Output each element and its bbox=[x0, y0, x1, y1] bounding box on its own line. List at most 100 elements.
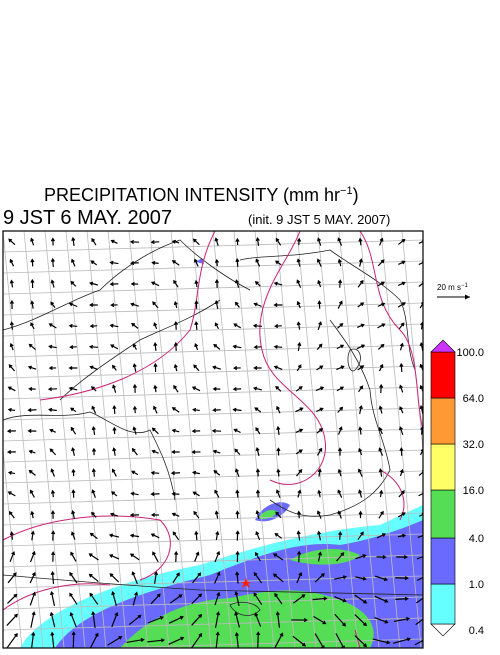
wind-arrow bbox=[71, 468, 76, 477]
wind-arrow bbox=[274, 632, 284, 648]
wind-arrow bbox=[297, 489, 302, 498]
wind-scale: 20 m s−1 bbox=[437, 283, 470, 300]
wind-arrow bbox=[91, 447, 97, 456]
wind-arrow bbox=[173, 300, 178, 309]
wind-arrow bbox=[379, 383, 384, 394]
wind-arrow bbox=[71, 447, 76, 456]
wind-arrow bbox=[355, 554, 367, 560]
wind-scale-main: 20 m s bbox=[437, 283, 461, 292]
wind-arrow bbox=[337, 489, 343, 498]
wind-arrow bbox=[316, 447, 323, 456]
wind-arrow bbox=[150, 533, 160, 539]
wind-arrow bbox=[194, 279, 199, 288]
grid-parallel bbox=[3, 470, 423, 484]
grid-meridian bbox=[107, 231, 149, 648]
colorbar-label: 1.0 bbox=[469, 579, 484, 591]
wind-arrow bbox=[235, 571, 240, 584]
colorbar-segment bbox=[430, 443, 456, 491]
wind-arrow bbox=[150, 593, 161, 605]
wind-arrow bbox=[9, 321, 14, 330]
wind-arrow bbox=[419, 301, 423, 309]
wind-arrow bbox=[6, 613, 18, 626]
wind-arrow bbox=[89, 365, 98, 370]
wind-arrow bbox=[170, 471, 181, 476]
wind-arrow bbox=[214, 550, 221, 563]
wind-arrow bbox=[397, 512, 406, 518]
wind-arrow bbox=[169, 594, 183, 604]
wind-arrow bbox=[153, 362, 158, 372]
wind-arrow bbox=[354, 594, 368, 604]
wind-arrow bbox=[129, 239, 139, 244]
wind-arrow bbox=[275, 511, 282, 519]
wind-arrow bbox=[276, 468, 281, 477]
wind-arrow bbox=[254, 407, 262, 413]
wind-arrow bbox=[50, 489, 55, 498]
wind-arrow bbox=[214, 591, 221, 606]
wind-arrow bbox=[214, 489, 220, 498]
wind-arrow bbox=[89, 281, 98, 286]
wind-arrow bbox=[274, 592, 283, 605]
wind-arrow bbox=[109, 323, 119, 328]
wind-arrow bbox=[254, 612, 262, 627]
station-marker bbox=[241, 578, 251, 588]
wind-arrow bbox=[399, 362, 404, 373]
wind-arrow bbox=[232, 407, 242, 412]
wind-arrow bbox=[50, 468, 55, 477]
wind-arrow bbox=[192, 470, 200, 475]
wind-arrow bbox=[88, 344, 98, 349]
wind-arrow bbox=[215, 631, 220, 648]
wind-arrow bbox=[130, 302, 139, 307]
wind-arrow bbox=[317, 489, 322, 498]
wind-arrow bbox=[214, 258, 219, 267]
wind-arrow bbox=[415, 618, 423, 626]
wind-arrow bbox=[376, 554, 387, 560]
wind-arrow bbox=[377, 323, 386, 329]
wind-arrow bbox=[297, 550, 302, 563]
wind-arrow bbox=[173, 363, 178, 372]
wind-arrow bbox=[317, 300, 322, 309]
colorbar-label: 0.4 bbox=[469, 625, 484, 637]
wind-arrow bbox=[234, 632, 239, 648]
wind-arrow bbox=[129, 533, 140, 538]
wind-arrow bbox=[212, 449, 221, 454]
wind-arrow bbox=[9, 342, 14, 351]
wind-arrow bbox=[69, 344, 77, 350]
wind-arrow bbox=[153, 342, 158, 351]
grid-parallel bbox=[3, 449, 423, 463]
wind-arrow bbox=[49, 590, 56, 607]
wind-arrow bbox=[273, 365, 283, 371]
wind-arrow bbox=[337, 300, 343, 309]
wind-arrow bbox=[30, 278, 35, 289]
wind-arrow bbox=[131, 470, 139, 476]
wind-arrow bbox=[173, 384, 179, 393]
wind-arrow bbox=[418, 491, 423, 497]
grid-parallel bbox=[3, 575, 423, 589]
wind-arrow bbox=[49, 428, 56, 433]
wind-arrow bbox=[357, 468, 363, 477]
wind-arrow bbox=[235, 279, 240, 288]
wind-arrow bbox=[150, 470, 160, 475]
wind-arrow bbox=[68, 386, 78, 391]
wind-arrow bbox=[376, 533, 387, 539]
wind-arrow bbox=[213, 470, 221, 476]
wind-arrow bbox=[399, 384, 404, 393]
wind-arrow bbox=[152, 551, 159, 563]
grid-meridian bbox=[149, 231, 191, 648]
wind-arrow bbox=[130, 491, 139, 496]
wind-arrow bbox=[334, 596, 347, 603]
wind-arrow bbox=[30, 258, 35, 267]
grid-parallel bbox=[3, 386, 423, 400]
wind-arrow bbox=[213, 343, 221, 350]
wind-arrow bbox=[191, 449, 201, 455]
wind-arrow bbox=[70, 280, 77, 287]
wind-arrow bbox=[255, 237, 260, 246]
wind-arrow bbox=[50, 257, 55, 268]
wind-arrow bbox=[253, 571, 263, 584]
grid-meridian bbox=[3, 445, 23, 648]
contours bbox=[3, 231, 423, 648]
wind-arrow bbox=[132, 405, 137, 414]
wind-arrow bbox=[147, 616, 164, 624]
wind-arrow bbox=[48, 344, 57, 349]
wind-arrow bbox=[109, 512, 119, 517]
wind-arrow bbox=[192, 572, 202, 584]
